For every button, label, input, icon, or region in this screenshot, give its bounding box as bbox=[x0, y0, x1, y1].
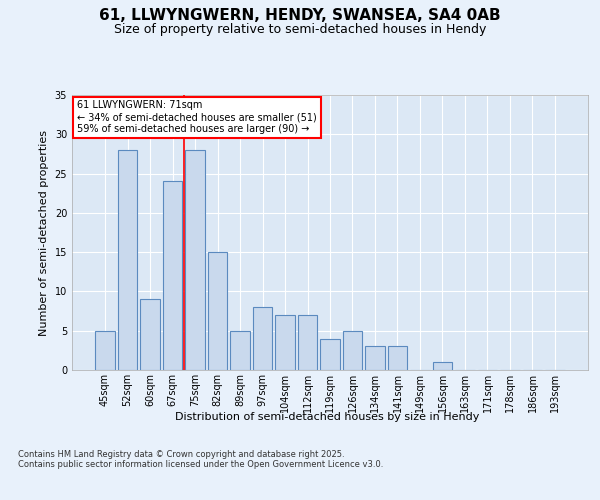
Bar bbox=[230, 330, 250, 370]
Text: Size of property relative to semi-detached houses in Hendy: Size of property relative to semi-detach… bbox=[114, 22, 486, 36]
Bar bbox=[95, 330, 115, 370]
Bar bbox=[253, 307, 272, 370]
Bar bbox=[275, 315, 295, 370]
Bar bbox=[185, 150, 205, 370]
Text: 61 LLWYNGWERN: 71sqm
← 34% of semi-detached houses are smaller (51)
59% of semi-: 61 LLWYNGWERN: 71sqm ← 34% of semi-detac… bbox=[77, 100, 317, 134]
Bar bbox=[343, 330, 362, 370]
Bar bbox=[433, 362, 452, 370]
Bar bbox=[140, 300, 160, 370]
Bar bbox=[388, 346, 407, 370]
Bar bbox=[365, 346, 385, 370]
Text: Distribution of semi-detached houses by size in Hendy: Distribution of semi-detached houses by … bbox=[175, 412, 479, 422]
Bar bbox=[118, 150, 137, 370]
Bar bbox=[298, 315, 317, 370]
Bar bbox=[320, 338, 340, 370]
Bar bbox=[208, 252, 227, 370]
Y-axis label: Number of semi-detached properties: Number of semi-detached properties bbox=[39, 130, 49, 336]
Bar bbox=[163, 182, 182, 370]
Text: 61, LLWYNGWERN, HENDY, SWANSEA, SA4 0AB: 61, LLWYNGWERN, HENDY, SWANSEA, SA4 0AB bbox=[99, 8, 501, 22]
Text: Contains HM Land Registry data © Crown copyright and database right 2025.
Contai: Contains HM Land Registry data © Crown c… bbox=[18, 450, 383, 469]
